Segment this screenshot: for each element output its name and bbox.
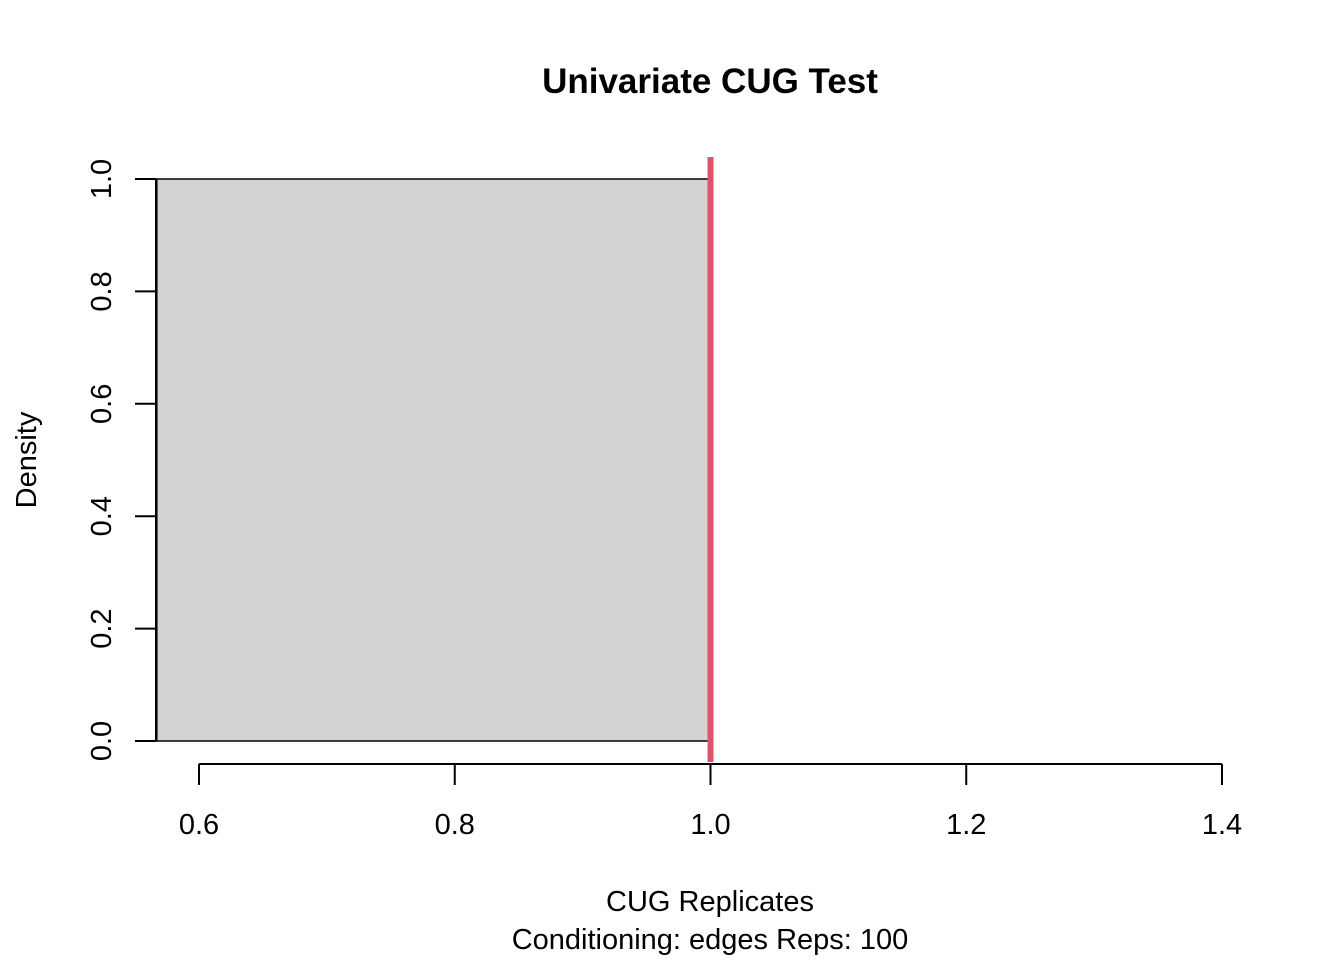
histogram-bars bbox=[156, 178, 712, 742]
x-axis-subtitle: Conditioning: edges Reps: 100 bbox=[512, 924, 909, 956]
x-tick-label: 1.2 bbox=[946, 809, 986, 841]
y-tick-label: 1.0 bbox=[86, 159, 118, 199]
x-tick-label: 0.8 bbox=[435, 809, 475, 841]
histogram-bar-0 bbox=[156, 178, 712, 742]
y-tick-label: 0.0 bbox=[86, 721, 118, 761]
y-tick-label: 0.2 bbox=[86, 608, 118, 648]
chart-title: Univariate CUG Test bbox=[542, 62, 878, 101]
y-axis-label: Density bbox=[11, 411, 43, 508]
y-axis: 0.0 0.2 0.4 0.6 0.8 1.0 bbox=[86, 159, 157, 761]
x-tick-label: 0.6 bbox=[179, 809, 219, 841]
y-tick-label: 0.8 bbox=[86, 271, 118, 311]
y-tick-label: 0.4 bbox=[86, 496, 118, 536]
x-tick-label: 1.0 bbox=[690, 809, 730, 841]
y-tick-label: 0.6 bbox=[86, 384, 118, 424]
x-axis-label: CUG Replicates bbox=[606, 886, 814, 918]
x-tick-label: 1.4 bbox=[1202, 809, 1242, 841]
x-axis: 0.6 0.8 1.0 1.2 1.4 bbox=[179, 763, 1242, 841]
